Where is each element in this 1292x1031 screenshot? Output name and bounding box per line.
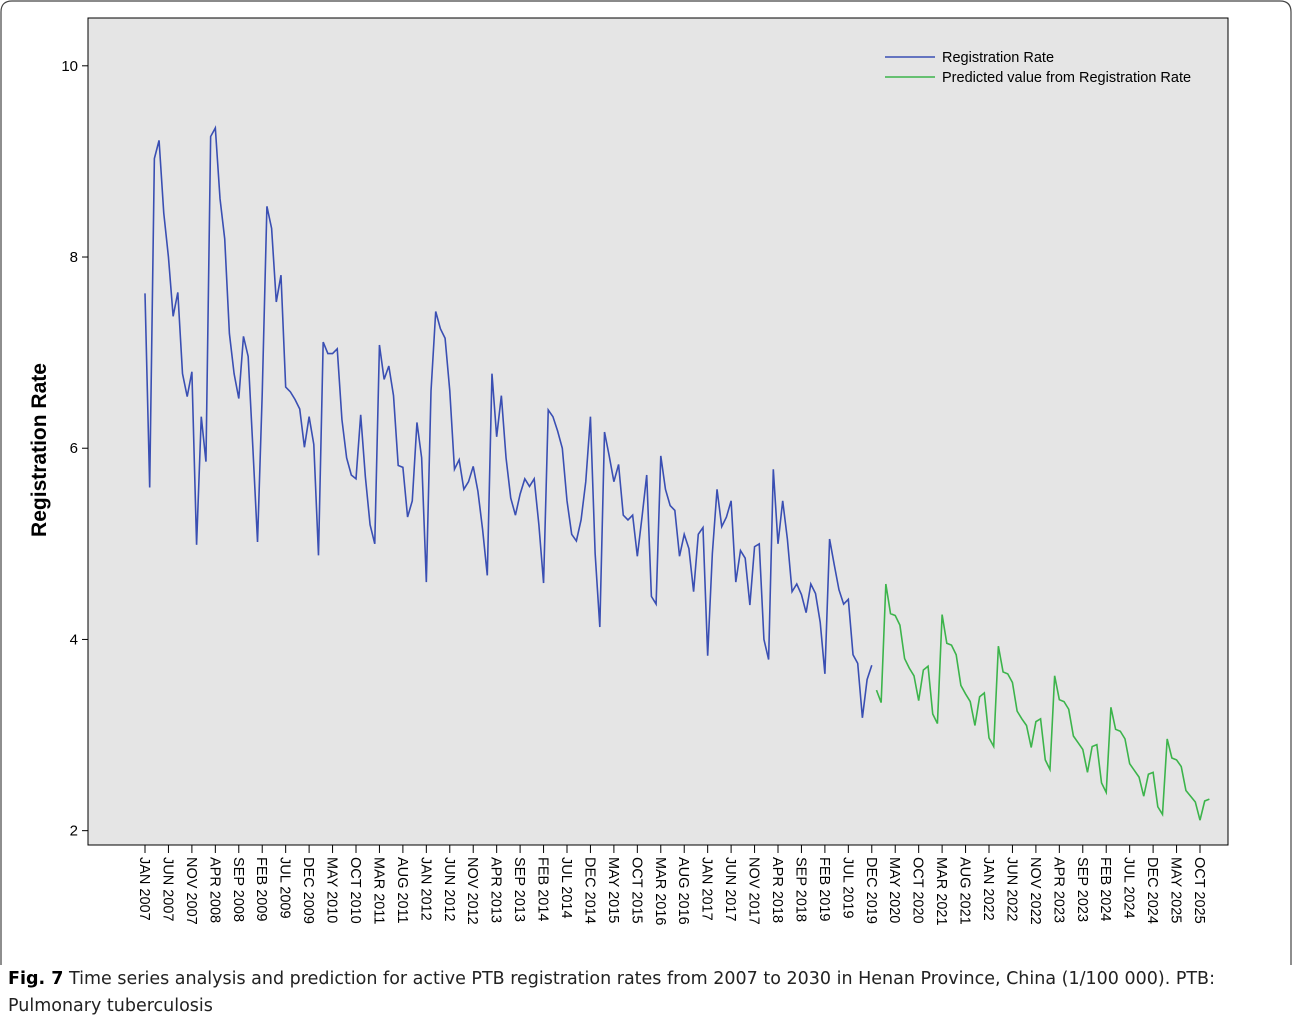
x-tick-label: OCT 2025 [1191,857,1207,924]
x-tick-label: MAR 2011 [370,857,386,924]
x-tick-label: SEP 2023 [1074,857,1090,922]
series-line [144,125,873,718]
x-tick-label: MAR 2021 [933,857,949,926]
x-tick-label: FEB 2024 [1097,857,1113,922]
x-tick-label: JAN 2017 [699,857,715,921]
series-line [875,583,1210,821]
x-tick-label: FEB 2014 [535,857,551,922]
x-tick-label: APR 2023 [1050,857,1066,923]
x-tick-label: APR 2008 [206,857,222,923]
x-tick-label: OCT 2015 [628,857,644,924]
x-tick-label: JUN 2022 [1003,857,1019,921]
legend-label: Predicted value from Registration Rate [942,70,1191,86]
x-tick-label: JUL 2019 [839,857,855,919]
x-tick-label: MAY 2025 [1168,857,1184,923]
y-tick-label: 8 [70,249,78,266]
x-tick-label: MAY 2010 [324,857,340,923]
x-tick-label: SEP 2008 [230,857,246,922]
x-tick-label: APR 2013 [488,857,504,923]
x-tick-label: OCT 2020 [910,857,926,924]
caption-text: Time series analysis and prediction for … [8,969,1215,1016]
x-tick-label: FEB 2019 [816,857,832,922]
x-tick-label: AUG 2021 [957,857,973,925]
x-tick-label: JUN 2012 [441,857,457,921]
x-tick-label: OCT 2010 [347,857,363,924]
x-tick-label: DEC 2009 [300,857,316,924]
x-tick-label: MAR 2016 [652,857,668,926]
x-tick-label: NOV 2022 [1027,857,1043,925]
y-tick-label: 2 [70,823,78,840]
x-tick-label: NOV 2012 [464,857,480,925]
caption: Fig. 7 Time series analysis and predicti… [8,966,1284,1020]
x-tick-label: SEP 2013 [511,857,527,922]
x-tick-label: JAN 2022 [980,857,996,921]
x-tick-label: FEB 2009 [253,857,269,922]
x-tick-label: JUL 2014 [558,857,574,919]
legend-label: Registration Rate [942,50,1054,66]
x-tick-label: JAN 2007 [136,857,152,921]
y-tick-label: 6 [70,440,78,457]
x-tick-label: APR 2018 [769,857,785,923]
y-tick-label: 10 [61,58,78,75]
x-tick-label: JUL 2009 [277,857,293,919]
y-axis-title: Registration Rate [28,363,51,537]
caption-label: Fig. 7 [8,969,64,989]
chart: Registration Rate 2 4 6 8 10 JAN 2007 JUN 2007… [0,0,1292,965]
x-tick-label: NOV 2007 [183,857,199,925]
x-tick-label: JUN 2017 [722,857,738,921]
plot-area [87,17,1229,846]
x-tick-label: SEP 2018 [792,857,808,922]
x-tick-label: AUG 2016 [675,857,691,925]
x-tick-label: MAY 2020 [886,857,902,923]
frame [0,0,1292,965]
x-tick-label: MAY 2015 [605,857,621,923]
x-tick-label: AUG 2011 [394,857,410,924]
x-tick-label: JUN 2007 [159,857,175,921]
x-tick-label: DEC 2014 [581,857,597,924]
y-tick-label: 4 [70,631,78,648]
x-tick-label: DEC 2024 [1144,857,1160,924]
x-tick-label: DEC 2019 [863,857,879,924]
x-tick-label: NOV 2017 [746,857,762,925]
x-tick-label: JAN 2012 [417,857,433,921]
x-tick-label: JUL 2024 [1121,857,1137,919]
